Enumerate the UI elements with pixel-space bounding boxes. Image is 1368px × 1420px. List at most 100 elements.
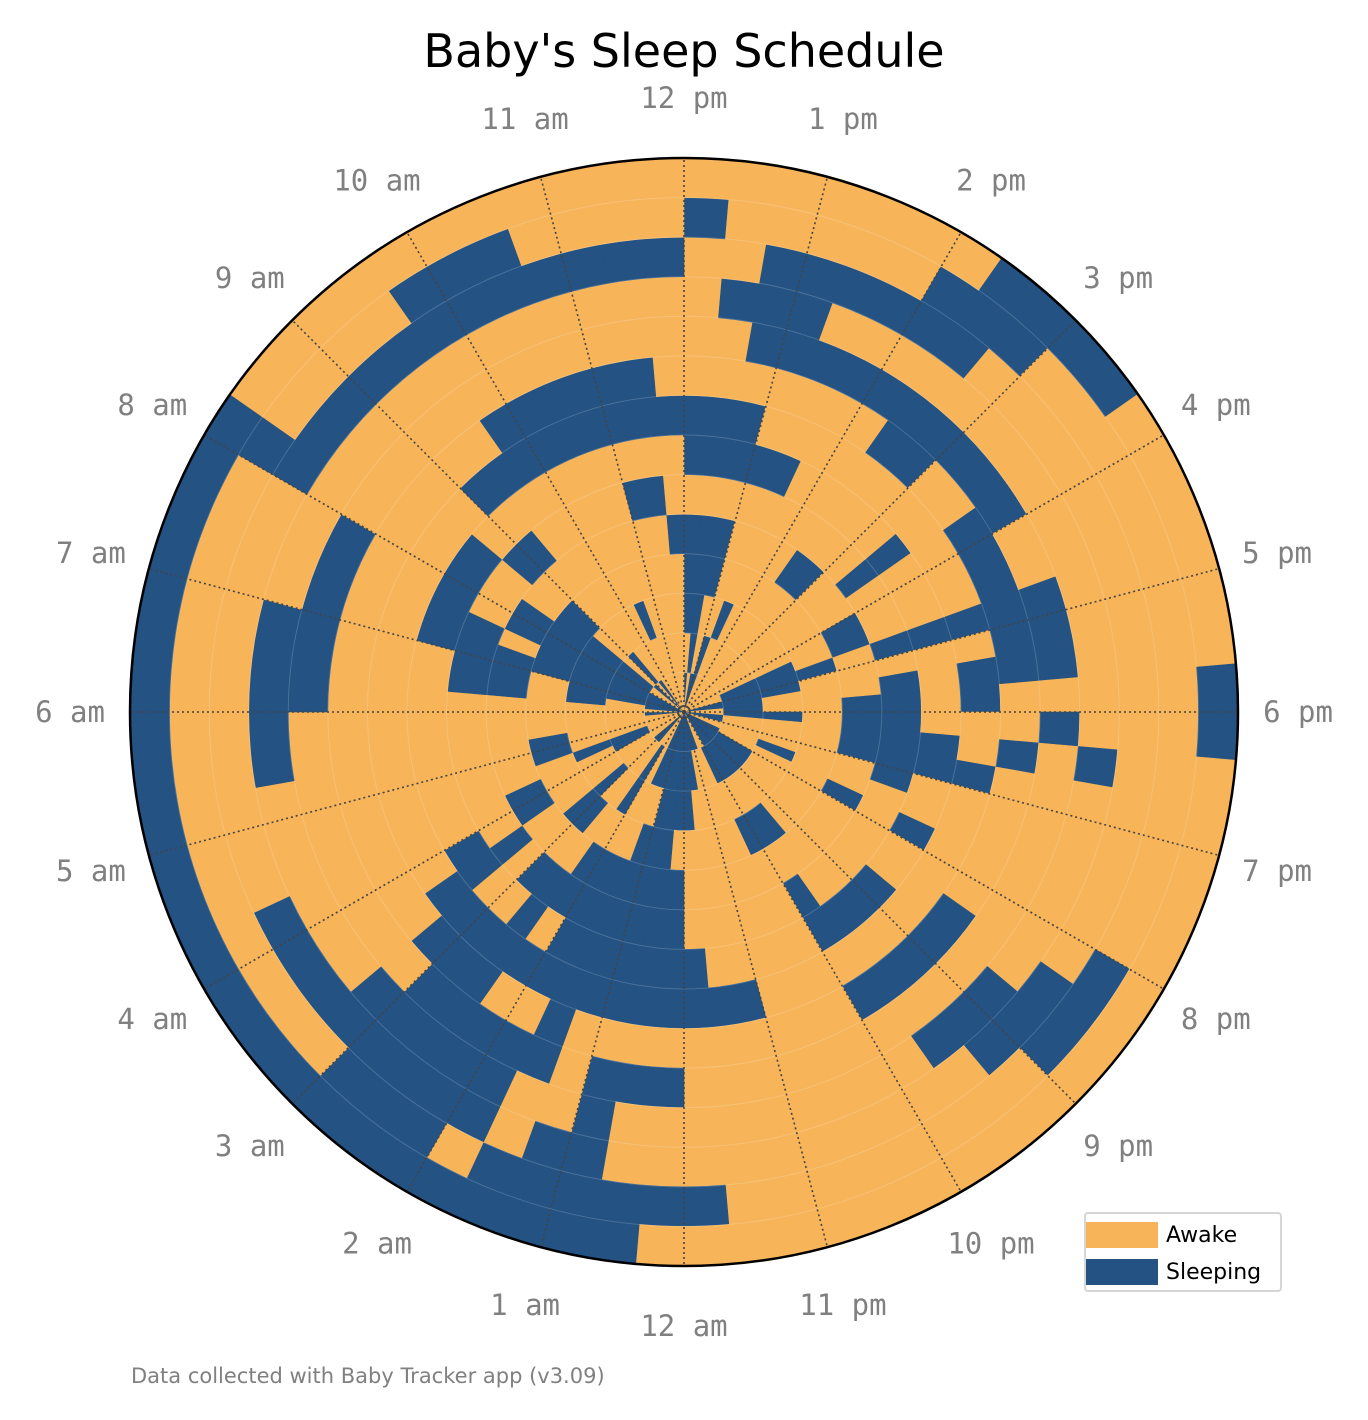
hour-tick-label: 10 am [333, 163, 420, 197]
awake-wedge [1073, 636, 1118, 678]
awake-wedge [171, 753, 217, 802]
awake-wedge [1077, 711, 1120, 751]
awake-wedge [683, 1066, 719, 1109]
awake-wedge [920, 687, 962, 713]
hour-gridline [683, 711, 1165, 990]
sleeping-wedge [649, 1066, 685, 1109]
hour-gridline [683, 176, 829, 713]
awake-wedge [1038, 677, 1081, 713]
awake-wedge [1112, 749, 1158, 795]
sleeping-wedge [880, 690, 922, 713]
awake-wedge [683, 1145, 726, 1188]
awake-wedge [601, 1140, 647, 1186]
awake-wedge [662, 474, 685, 516]
awake-wedge [1077, 673, 1120, 713]
ring-gridline [485, 513, 883, 911]
sleeping-wedge [248, 673, 291, 713]
hour-tick-label: 9 am [215, 261, 285, 295]
awake-wedge [721, 238, 767, 284]
awake-wedge [587, 159, 640, 206]
awake-wedge [169, 711, 212, 758]
awake-wedge [683, 1105, 723, 1148]
sleeping-wedge [659, 948, 685, 990]
hour-gridline [683, 711, 829, 1248]
hour-gridline [683, 231, 962, 713]
sleeping-wedge [1034, 642, 1079, 682]
awake-wedge [287, 711, 330, 747]
hour-tick-label: 7 pm [1242, 854, 1312, 888]
ring-gridline [564, 592, 804, 832]
awake-wedge [614, 317, 654, 362]
awake-wedge [959, 711, 1001, 740]
awake-wedge [645, 276, 685, 319]
awake-wedge [721, 1140, 767, 1186]
awake-wedge [608, 1101, 650, 1146]
awake-wedge [367, 684, 409, 713]
awake-wedge [1151, 753, 1197, 802]
hour-gridline [148, 567, 685, 713]
hour-tick-label: 3 am [215, 1129, 285, 1163]
chart-outline [128, 156, 1240, 1268]
awake-wedge [1151, 622, 1197, 671]
awake-wedge [683, 315, 719, 358]
awake-wedge [327, 711, 369, 744]
hour-gridline [683, 567, 1220, 713]
awake-wedge [718, 1101, 760, 1146]
awake-wedge [169, 666, 212, 713]
hour-tick-label: 2 pm [956, 163, 1026, 197]
hour-gridline [203, 711, 685, 990]
sleeping-wedge [656, 987, 685, 1029]
awake-wedge [635, 1224, 685, 1267]
awake-wedge [683, 355, 716, 397]
awake-wedge [652, 1027, 685, 1069]
awake-wedge [210, 749, 256, 795]
hour-gridline [683, 711, 962, 1193]
sleeping-wedge [718, 278, 760, 323]
awake-wedge [920, 711, 962, 737]
legend: Awake Sleeping [1084, 1212, 1282, 1292]
sleeping-wedge [1196, 663, 1239, 713]
hour-tick-label: 4 pm [1181, 388, 1251, 422]
sleeping-wedge [131, 615, 178, 668]
hour-gridline [291, 711, 685, 1105]
legend-swatch-awake [1086, 1222, 1158, 1248]
awake-wedge [594, 199, 643, 245]
hour-gridline [406, 231, 685, 713]
awake-wedge [714, 1062, 754, 1107]
hour-tick-label: 6 pm [1263, 695, 1333, 729]
awake-wedge [446, 711, 488, 734]
sleeping-wedge [594, 1179, 643, 1225]
hour-tick-label: 7 am [56, 536, 126, 570]
awake-wedge [289, 742, 334, 782]
awake-wedge [327, 680, 369, 713]
sleeping-wedge [250, 746, 295, 788]
sleeping-wedge [129, 711, 172, 761]
sleeping-wedge [1073, 746, 1118, 788]
awake-wedge [171, 622, 217, 671]
grid-layer [130, 158, 1238, 1266]
awake-wedge [725, 1179, 774, 1225]
legend-item-awake: Awake [1086, 1222, 1237, 1248]
legend-item-sleeping: Sleeping [1086, 1259, 1261, 1285]
sleeping-wedge [287, 677, 330, 713]
sleeping-wedge [683, 1184, 730, 1227]
ring-gridline [446, 474, 922, 950]
awake-wedge [683, 1224, 733, 1267]
awake-wedge [635, 157, 685, 200]
sleeping-wedge [250, 636, 295, 678]
hour-gridline [539, 711, 685, 1248]
awake-wedge [642, 1145, 685, 1188]
hour-tick-label: 8 am [117, 388, 187, 422]
awake-wedge [683, 236, 726, 279]
sleeping-wedge [129, 663, 172, 713]
sleeping-wedge [1038, 711, 1081, 747]
hour-tick-label: 12 am [640, 1309, 727, 1343]
sleeping-wedge [248, 711, 291, 751]
awake-wedge [638, 197, 685, 240]
awake-wedge [210, 629, 256, 675]
hour-tick-label: 8 pm [1181, 1002, 1251, 1036]
sleeping-wedge [601, 238, 647, 284]
hour-tick-label: 11 am [481, 102, 568, 136]
hour-gridline [683, 434, 1165, 713]
legend-label-awake: Awake [1166, 1222, 1238, 1248]
